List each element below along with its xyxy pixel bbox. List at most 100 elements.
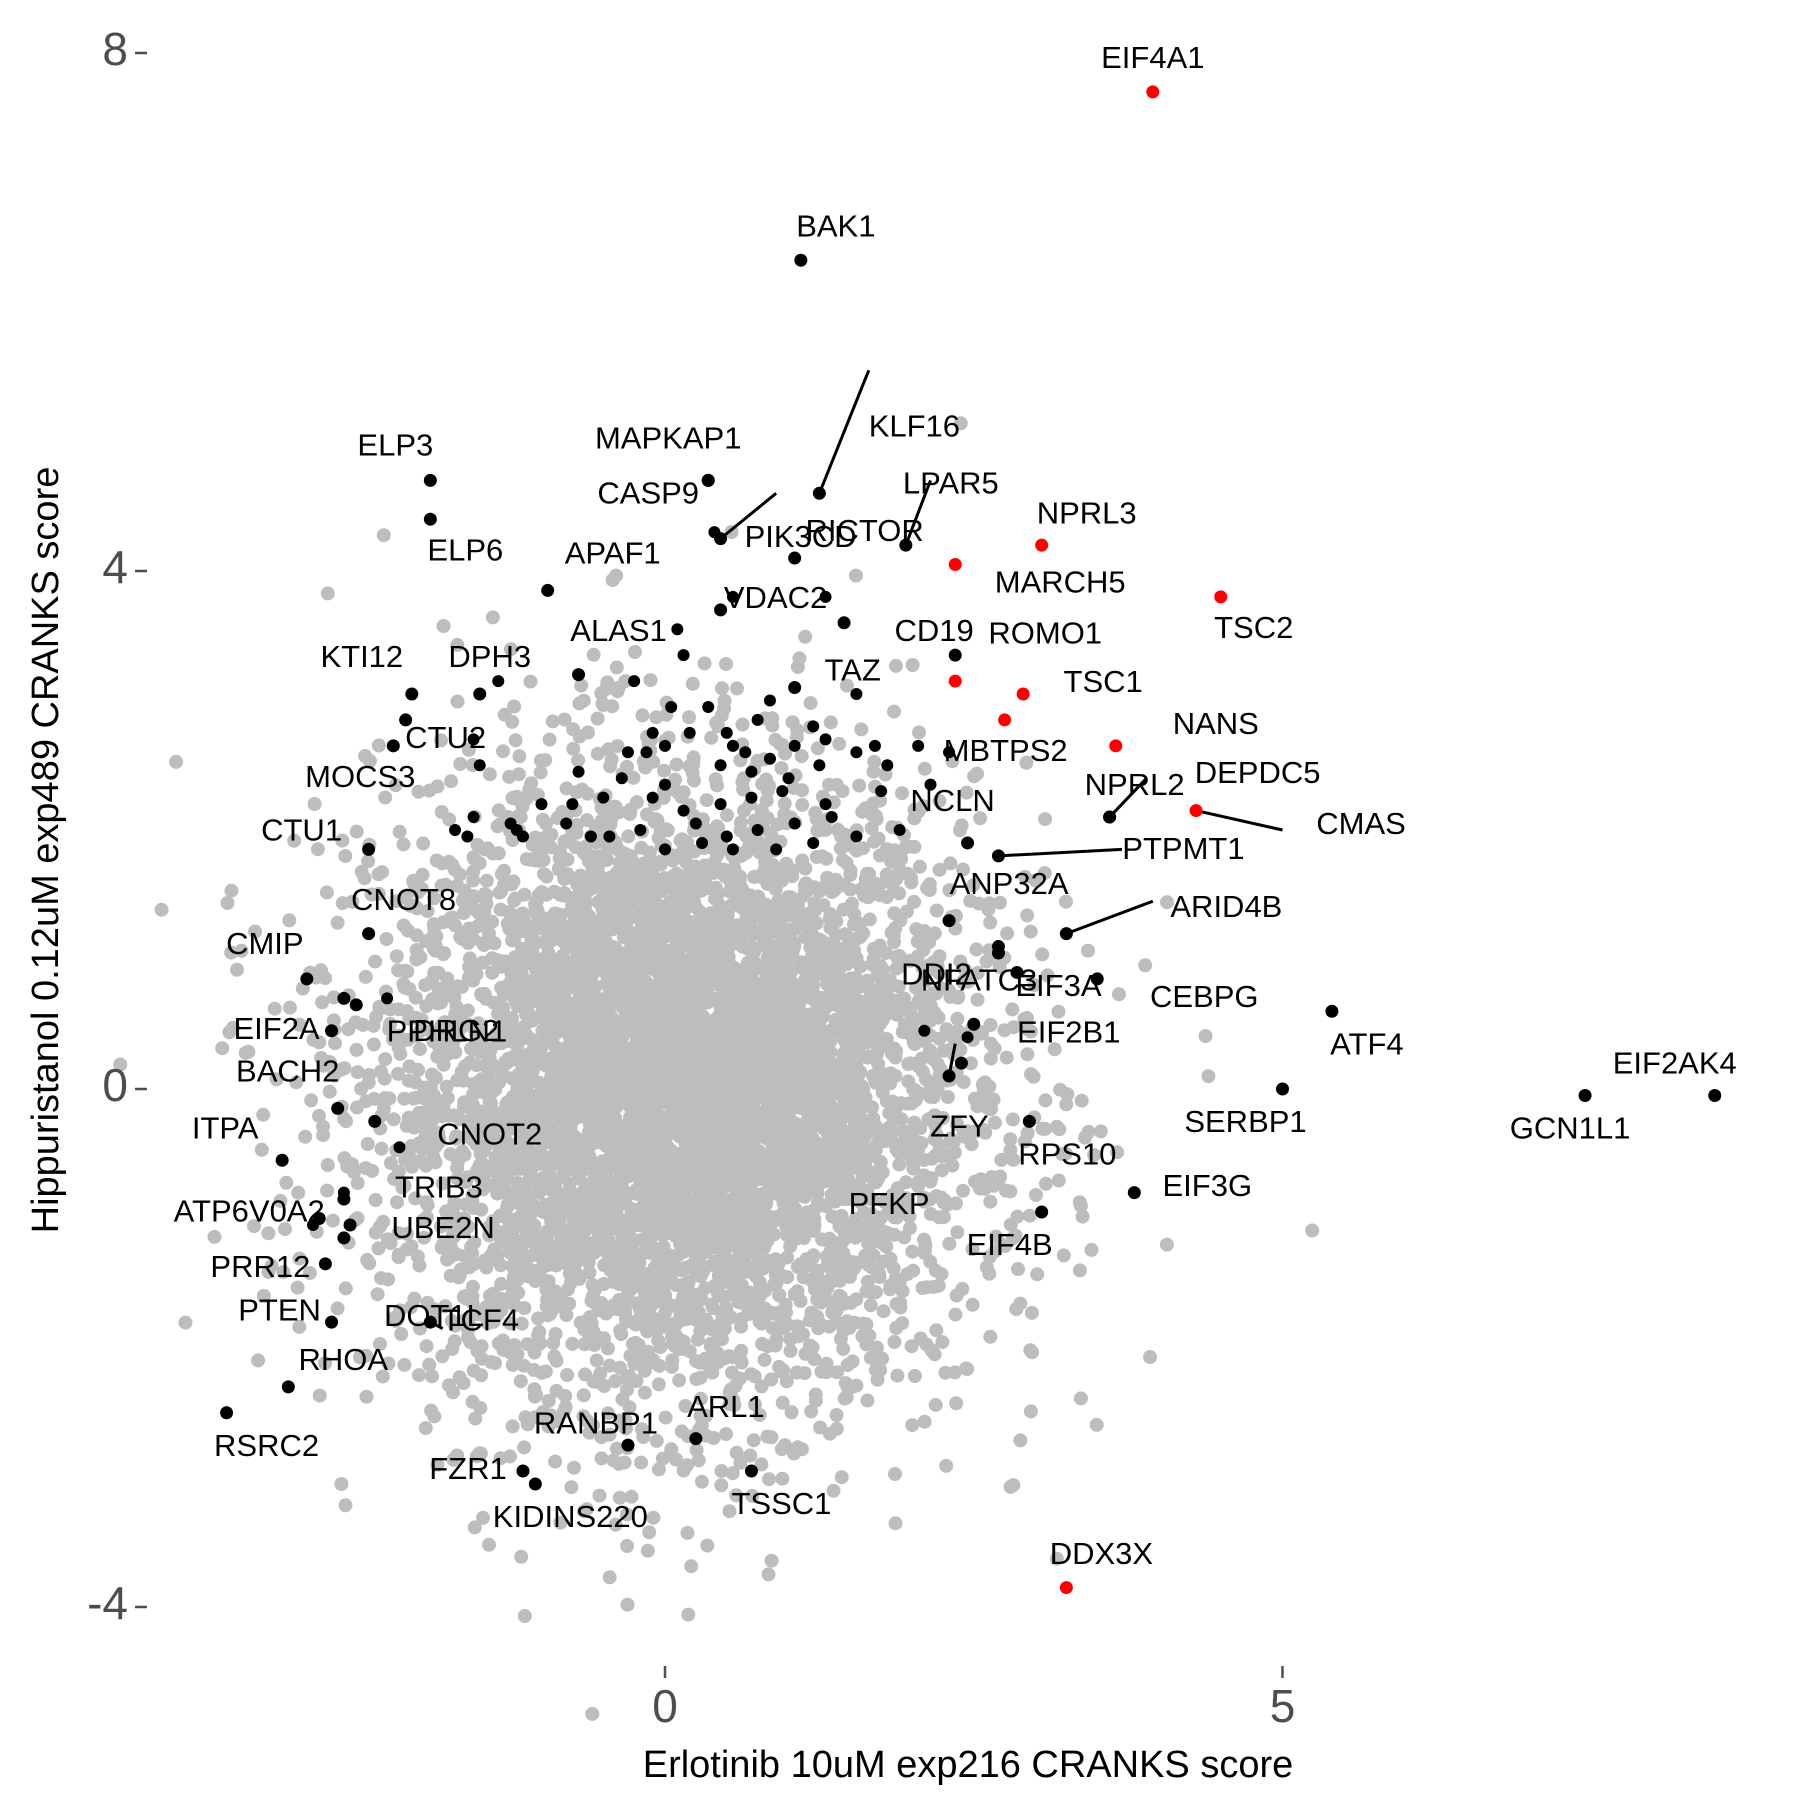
background-point bbox=[419, 1339, 434, 1354]
background-point bbox=[917, 1194, 931, 1209]
background-point bbox=[371, 886, 386, 901]
background-point bbox=[752, 1289, 767, 1304]
background-point bbox=[676, 785, 691, 800]
background-point bbox=[391, 1226, 406, 1241]
background-point bbox=[806, 1111, 820, 1125]
background-point bbox=[848, 568, 863, 583]
background-point bbox=[1024, 1305, 1039, 1320]
background-point bbox=[113, 1057, 128, 1072]
background-point bbox=[833, 1331, 848, 1346]
background-point bbox=[1143, 1350, 1157, 1364]
background-point bbox=[425, 1369, 439, 1384]
background-point bbox=[820, 870, 835, 885]
background-point bbox=[899, 904, 914, 919]
background-point bbox=[912, 725, 926, 740]
background-point bbox=[550, 1238, 565, 1253]
background-point bbox=[653, 1340, 668, 1354]
background-point bbox=[560, 1253, 575, 1268]
background-point bbox=[1028, 873, 1043, 888]
background-point bbox=[741, 1303, 756, 1318]
background-point bbox=[544, 827, 559, 842]
background-point bbox=[1040, 968, 1055, 983]
background-point bbox=[789, 1365, 804, 1380]
background-point bbox=[468, 1411, 483, 1426]
background-point bbox=[922, 877, 937, 892]
background-point bbox=[810, 741, 825, 756]
background-point bbox=[247, 1219, 261, 1234]
background-point bbox=[368, 954, 383, 969]
background-point bbox=[534, 885, 549, 900]
background-point bbox=[808, 805, 823, 820]
background-point bbox=[418, 978, 433, 993]
background-point bbox=[560, 1368, 575, 1382]
background-point bbox=[798, 629, 813, 644]
background-point bbox=[261, 1226, 276, 1241]
background-point bbox=[409, 1029, 424, 1044]
background-point bbox=[948, 1307, 963, 1322]
background-point bbox=[834, 829, 849, 844]
background-point bbox=[508, 1232, 523, 1247]
background-point bbox=[508, 1298, 522, 1313]
background-point bbox=[334, 1477, 349, 1491]
background-point bbox=[878, 946, 893, 960]
background-point bbox=[584, 881, 599, 896]
background-point bbox=[337, 1151, 352, 1166]
background-point bbox=[470, 919, 485, 934]
background-point bbox=[443, 1147, 458, 1162]
background-point bbox=[545, 1087, 560, 1101]
background-point bbox=[777, 796, 792, 811]
background-point bbox=[368, 1225, 383, 1240]
background-point bbox=[810, 823, 825, 838]
background-point bbox=[608, 1374, 623, 1389]
background-point bbox=[615, 1213, 630, 1228]
background-point bbox=[261, 1265, 276, 1279]
background-point bbox=[1023, 924, 1038, 939]
background-point bbox=[835, 1126, 850, 1141]
background-point bbox=[869, 1340, 884, 1355]
background-point bbox=[689, 1443, 704, 1457]
background-point bbox=[448, 1011, 463, 1026]
background-point bbox=[446, 1199, 461, 1214]
background-point bbox=[1019, 755, 1034, 770]
background-point bbox=[956, 1183, 970, 1198]
background-point bbox=[398, 963, 413, 978]
background-point bbox=[752, 1408, 767, 1422]
background-point bbox=[397, 1357, 412, 1372]
background-point bbox=[826, 1264, 841, 1278]
background-point bbox=[939, 1458, 954, 1473]
background-point bbox=[795, 961, 810, 976]
background-point bbox=[898, 1191, 913, 1206]
background-point bbox=[835, 853, 850, 868]
background-point bbox=[562, 1296, 577, 1311]
background-point bbox=[940, 1090, 955, 1104]
background-point bbox=[505, 791, 520, 805]
background-point bbox=[386, 1112, 401, 1127]
background-point bbox=[609, 568, 624, 583]
background-point bbox=[748, 1397, 762, 1412]
background-point bbox=[541, 1419, 556, 1434]
background-point bbox=[292, 1017, 307, 1032]
background-point bbox=[682, 710, 696, 725]
background-point bbox=[840, 1229, 855, 1244]
background-point bbox=[861, 890, 876, 905]
background-point bbox=[362, 1256, 377, 1271]
background-point bbox=[362, 1068, 376, 1082]
background-point bbox=[935, 1335, 950, 1350]
background-point bbox=[772, 1121, 787, 1136]
background-point bbox=[626, 770, 641, 785]
background-point bbox=[987, 1115, 1002, 1130]
background-point bbox=[396, 837, 411, 852]
background-point bbox=[350, 1176, 365, 1191]
background-point bbox=[525, 993, 540, 1008]
background-point bbox=[1201, 1069, 1216, 1084]
background-point bbox=[488, 1356, 502, 1371]
background-point bbox=[462, 1055, 477, 1070]
background-point bbox=[154, 902, 169, 917]
background-point bbox=[439, 1079, 454, 1094]
background-point bbox=[720, 808, 734, 823]
background-point bbox=[493, 817, 508, 832]
background-point bbox=[1075, 1209, 1090, 1224]
background-point bbox=[289, 1075, 304, 1090]
background-point bbox=[905, 1418, 920, 1433]
background-point bbox=[928, 1397, 943, 1412]
